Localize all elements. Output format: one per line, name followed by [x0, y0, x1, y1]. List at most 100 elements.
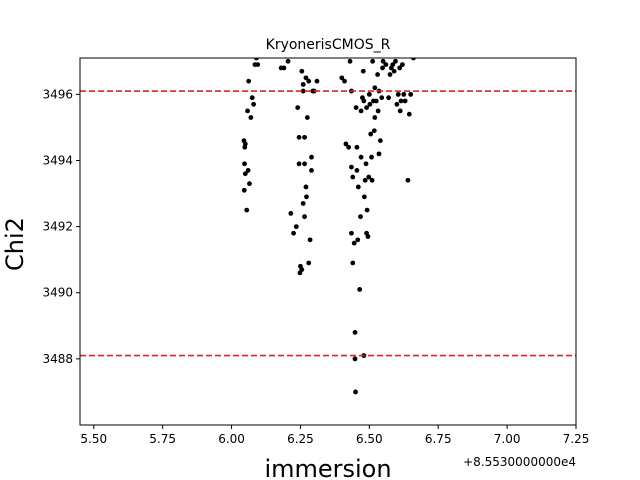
x-tick-label-2: 6.00: [218, 432, 245, 446]
scatter-points: [241, 58, 416, 395]
data-point-56: [349, 230, 354, 236]
data-point-88: [370, 58, 376, 64]
data-point-77: [363, 161, 369, 167]
data-point-19: [285, 58, 291, 64]
data-point-67: [357, 287, 363, 292]
data-point-22: [293, 224, 299, 230]
data-point-85: [368, 131, 374, 137]
data-point-91: [372, 115, 378, 120]
data-point-103: [386, 95, 392, 101]
data-point-90: [371, 128, 377, 134]
data-point-112: [397, 108, 403, 114]
x-axis-offset-label: +8.5530000000e4: [463, 455, 576, 469]
data-point-98: [377, 138, 383, 144]
data-point-95: [375, 108, 381, 114]
data-point-52: [347, 58, 353, 64]
data-point-118: [406, 111, 412, 117]
data-point-43: [309, 154, 314, 160]
data-point-5: [241, 187, 247, 193]
data-point-100: [380, 65, 385, 71]
data-point-24: [296, 134, 302, 140]
data-point-11: [249, 95, 255, 101]
data-point-59: [352, 330, 358, 335]
data-point-74: [361, 194, 367, 200]
data-point-109: [394, 101, 400, 107]
data-point-36: [300, 201, 306, 206]
data-point-55: [350, 174, 356, 180]
data-point-114: [400, 62, 405, 68]
data-point-34: [303, 184, 309, 190]
data-point-10: [248, 115, 254, 120]
data-point-87: [369, 177, 375, 183]
data-point-50: [343, 141, 349, 147]
data-point-107: [391, 68, 397, 74]
chart-title: KryonerisCMOS_R: [266, 37, 391, 53]
data-point-20: [288, 211, 294, 216]
data-point-41: [306, 260, 312, 266]
data-point-31: [300, 88, 306, 94]
data-point-80: [364, 207, 370, 213]
data-point-32: [302, 134, 307, 140]
data-point-8: [244, 207, 250, 213]
data-point-12: [251, 101, 256, 107]
data-point-15: [255, 62, 261, 68]
data-point-40: [306, 78, 312, 84]
data-point-92: [372, 85, 378, 91]
x-axis-ticks: 5.50 5.75 6.00 6.25 6.50 6.75 7.00 7.25: [80, 425, 589, 446]
data-point-101: [380, 58, 386, 64]
y-axis-label: Chi2: [1, 217, 29, 271]
data-point-25: [296, 161, 302, 167]
data-point-104: [387, 72, 393, 77]
data-point-64: [354, 168, 360, 173]
data-point-73: [361, 98, 367, 104]
data-point-106: [390, 62, 396, 68]
x-axis-label: immersion: [264, 455, 391, 480]
x-tick-label-7: 7.25: [563, 432, 590, 446]
data-point-54: [349, 164, 354, 170]
data-point-57: [350, 260, 356, 266]
data-point-9: [245, 108, 250, 114]
data-point-68: [358, 214, 363, 220]
data-point-115: [401, 91, 407, 97]
data-point-42: [307, 237, 313, 243]
data-point-35: [304, 194, 309, 200]
plot-area-frame: [79, 57, 577, 426]
data-point-62: [353, 105, 359, 110]
data-point-72: [360, 68, 366, 74]
y-axis-ticks: 3488 3490 3492 3494 3496: [42, 87, 80, 366]
data-point-81: [365, 234, 371, 239]
data-point-111: [397, 65, 403, 71]
x-tick-label-5: 6.75: [425, 432, 452, 446]
data-point-82: [366, 174, 372, 180]
data-point-119: [408, 91, 414, 97]
x-tick-label-4: 6.50: [356, 432, 383, 446]
x-tick-label-0: 5.50: [80, 432, 107, 446]
y-tick-label-4: 3496: [42, 87, 73, 101]
data-point-28: [299, 267, 305, 272]
data-point-2: [242, 141, 248, 147]
data-point-58: [351, 240, 357, 246]
data-point-83: [366, 91, 372, 97]
data-point-16: [253, 58, 259, 61]
data-point-39: [303, 75, 309, 81]
data-point-49: [342, 78, 347, 84]
data-point-13: [246, 78, 252, 84]
y-tick-label-3: 3494: [42, 153, 73, 167]
data-point-18: [281, 65, 287, 71]
y-tick-label-1: 3490: [42, 286, 73, 300]
data-point-93: [373, 98, 379, 104]
y-tick-label-0: 3488: [42, 352, 73, 366]
data-point-6: [245, 168, 251, 173]
data-point-84: [367, 101, 373, 107]
data-point-94: [375, 72, 380, 77]
data-point-29: [299, 68, 305, 74]
data-point-47: [314, 78, 320, 84]
data-point-33: [302, 161, 307, 167]
data-point-117: [405, 177, 411, 183]
data-point-66: [355, 184, 361, 190]
data-point-44: [309, 168, 314, 173]
data-point-23: [295, 105, 301, 110]
data-point-120: [411, 58, 416, 61]
data-point-61: [353, 389, 358, 395]
